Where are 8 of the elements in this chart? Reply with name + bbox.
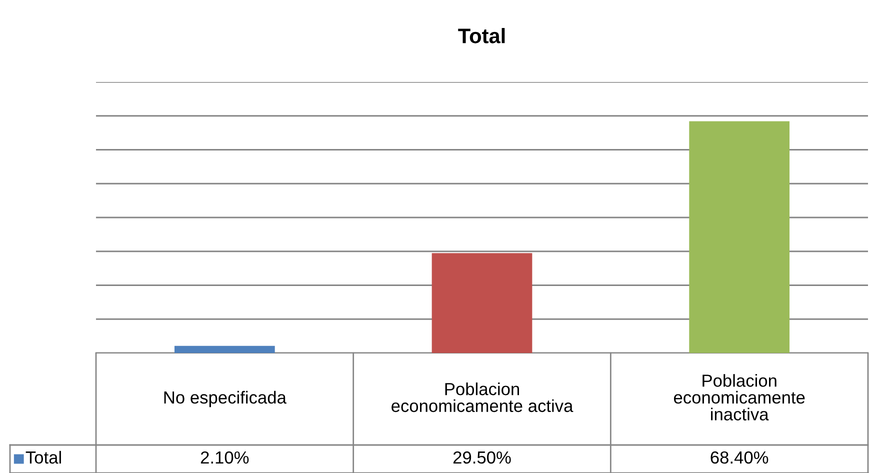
chart-title: Total — [458, 28, 505, 44]
data-label: 68.40% — [710, 451, 768, 464]
x-tick-label: Poblacion economicamente inactiva — [674, 374, 805, 420]
data-label: 29.50% — [453, 451, 511, 464]
x-tick-label: Poblacion economicamente activa — [392, 382, 574, 412]
x-tick-label: No especificada — [164, 390, 286, 408]
data-label: 2.10% — [200, 451, 249, 464]
legend-label: Total — [26, 450, 61, 464]
